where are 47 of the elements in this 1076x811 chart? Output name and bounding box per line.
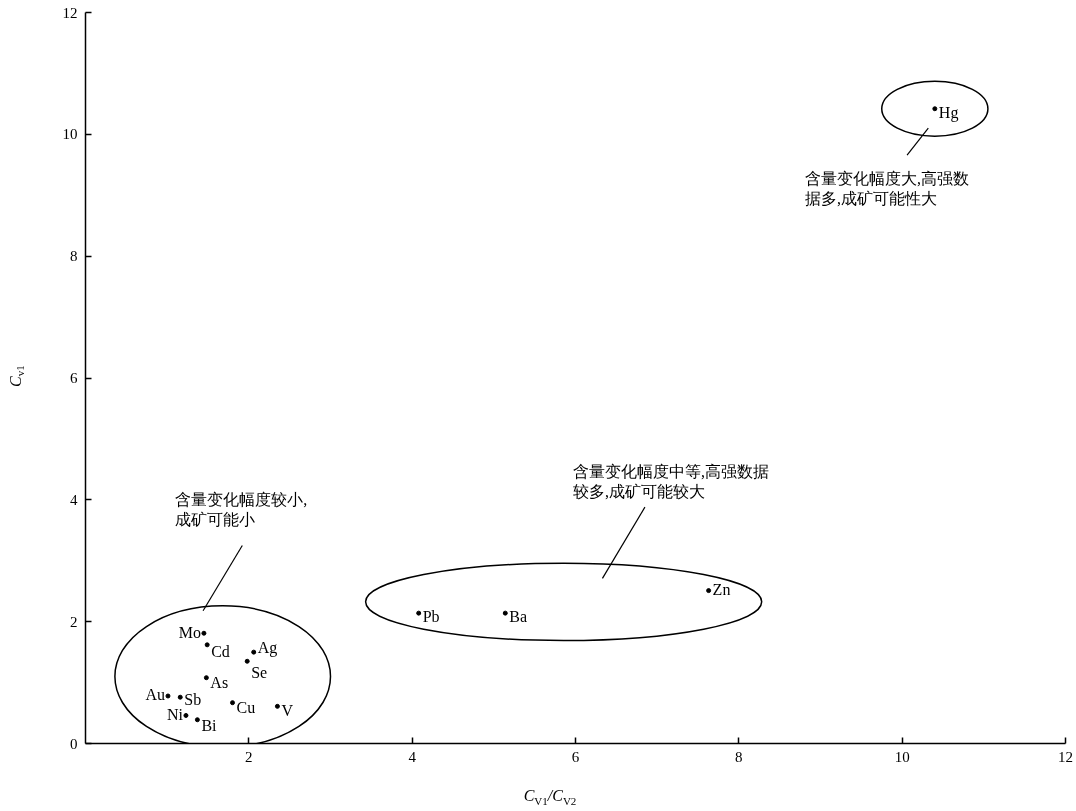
point [204,642,210,648]
point [706,588,712,594]
x-tick-label: 12 [1058,748,1073,765]
data-label: Se [251,663,268,681]
data-label: V [281,701,294,719]
y-tick-label: 0 [70,735,78,752]
y-tick-label: 2 [70,613,78,630]
point [274,703,280,709]
data-label: As [210,674,229,692]
x-tick-label: 2 [245,748,253,765]
point [251,649,257,655]
x-tick-label: 8 [735,748,743,765]
annotation: 含量变化幅度中等,高强数据较多,成矿可能较大 [573,462,770,500]
point [177,694,183,700]
data-label: Ag [257,638,278,657]
point [416,610,422,616]
data-label: Zn [712,581,731,599]
annotation: 含量变化幅度大,高强数据多,成矿可能性大 [804,170,969,208]
data-label: Cu [236,699,256,717]
point [244,658,250,664]
data-label: Pb [422,607,440,625]
point [932,106,938,112]
point [502,610,508,616]
point [201,630,207,636]
point [165,693,171,699]
point [194,717,200,723]
point [230,700,235,706]
y-tick-label: 12 [62,4,78,21]
y-tick-label: 8 [70,248,78,265]
data-label: Au [145,686,165,704]
annotation: 含量变化幅度较小,成矿可能小 [175,490,308,528]
y-tick-label: 10 [62,126,78,143]
data-label: Bi [201,717,218,735]
point [183,712,189,718]
data-label: Mo [178,623,201,641]
y-tick-label: 4 [70,491,78,508]
x-tick-label: 4 [408,748,417,765]
data-label: Cd [211,643,230,661]
data-label: Hg [938,104,959,123]
x-tick-label: 10 [894,748,910,765]
data-label: Sb [184,690,202,708]
data-label: Ni [166,705,184,723]
x-axis-title: C$_{V1}$/C$_{V2}$ [523,787,577,808]
data-label: Ba [509,607,528,625]
x-tick-label: 6 [571,748,580,765]
y-tick-label: 6 [70,370,78,386]
point [203,675,209,681]
